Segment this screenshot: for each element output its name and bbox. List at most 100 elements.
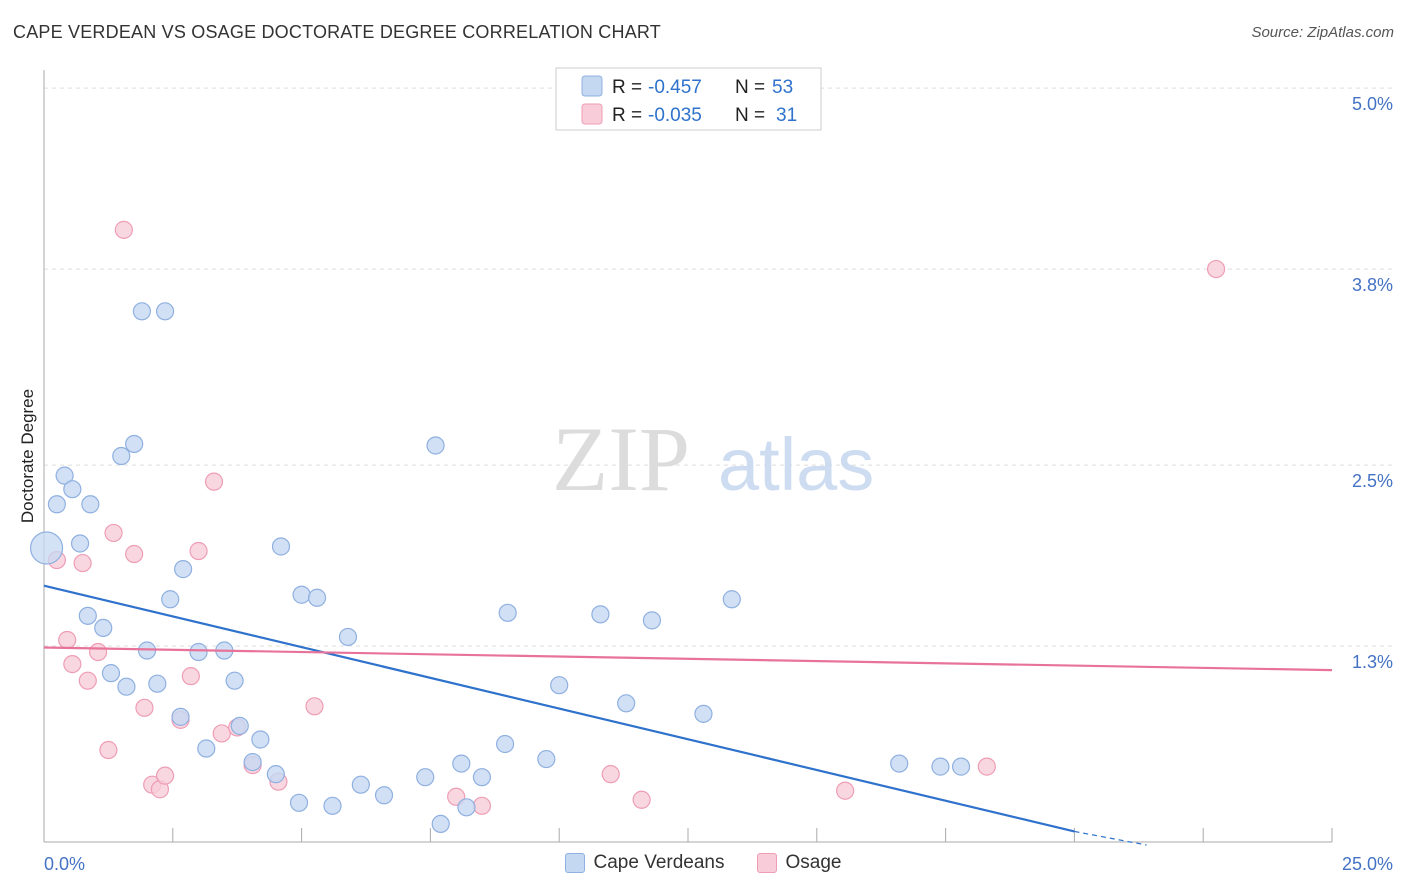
data-point-cape-verdeans [197, 739, 216, 758]
legend-r-label-1: R = [612, 77, 642, 98]
data-point-osage [99, 740, 118, 760]
legend-n-label-1: N = [735, 77, 765, 98]
data-point-cape-verdeans [890, 754, 909, 773]
legend-n-value-2: 31 [776, 105, 797, 126]
data-point-cape-verdeans [225, 671, 244, 690]
data-point-cape-verdeans [117, 677, 136, 696]
source-label: Source: ZipAtlas.com [1251, 24, 1394, 41]
series-cape-verdeans-points [29, 302, 971, 834]
legend-item-cape-verdeans: Cape Verdeans [564, 852, 725, 874]
data-point-cape-verdeans [251, 730, 270, 749]
data-point-cape-verdeans [498, 603, 517, 622]
data-point-osage [114, 220, 133, 239]
data-point-cape-verdeans [416, 768, 435, 787]
x-axis-ticks [172, 828, 1333, 842]
watermark-zip: ZIP [552, 408, 690, 510]
data-point-osage [181, 667, 200, 686]
data-point-cape-verdeans [29, 531, 64, 565]
data-point-cape-verdeans [125, 434, 144, 454]
chart-title: CAPE VERDEAN VS OSAGE DOCTORATE DEGREE C… [13, 22, 661, 42]
data-point-cape-verdeans [81, 495, 100, 514]
data-point-osage [204, 472, 224, 491]
bottom-legend: Cape Verdeans Osage [0, 852, 1406, 874]
data-point-cape-verdeans [951, 757, 971, 776]
data-point-cape-verdeans [94, 618, 113, 638]
data-point-cape-verdeans [431, 814, 450, 834]
legend-r-label-2: R = [612, 105, 642, 126]
data-point-cape-verdeans [171, 707, 190, 726]
data-point-cape-verdeans [132, 302, 151, 321]
data-point-osage [88, 642, 108, 662]
legend-n-label-2: N = [735, 105, 765, 126]
data-point-cape-verdeans [591, 605, 610, 624]
data-point-cape-verdeans [137, 641, 157, 660]
data-point-cape-verdeans [694, 704, 713, 723]
legend-n-value-1: 53 [772, 77, 793, 98]
data-point-cape-verdeans [63, 480, 82, 499]
data-point-osage [58, 630, 77, 650]
data-point-cape-verdeans [70, 534, 90, 553]
data-point-cape-verdeans [617, 694, 636, 713]
data-point-cape-verdeans [338, 627, 358, 647]
data-point-cape-verdeans [78, 606, 97, 625]
y-tick-label: 1.3% [1352, 652, 1393, 672]
watermark-atlas: atlas [718, 423, 874, 506]
data-point-osage [73, 553, 92, 573]
series-osage-points [47, 220, 1226, 815]
data-point-osage [63, 654, 82, 674]
data-point-cape-verdeans [55, 466, 74, 485]
legend-swatch-osage [756, 853, 777, 873]
legend-swatch-pink [581, 103, 603, 125]
data-point-osage [135, 698, 154, 717]
trendline-osage [43, 646, 1333, 672]
data-point-cape-verdeans [374, 786, 394, 805]
y-tick-labels: 1.3% 2.5% 3.8% 5.0% [1352, 94, 1393, 672]
data-point-osage [472, 796, 492, 815]
data-point-cape-verdeans [931, 757, 950, 776]
data-point-cape-verdeans [722, 590, 741, 609]
data-point-osage [104, 523, 123, 543]
legend-swatch-blue [581, 75, 603, 97]
data-point-cape-verdeans [266, 765, 285, 784]
data-point-osage [1206, 259, 1226, 279]
data-point-cape-verdeans [189, 642, 208, 662]
data-point-osage [305, 697, 324, 716]
data-point-cape-verdeans [101, 664, 121, 683]
legend-swatch-cape-verdeans [564, 853, 585, 873]
legend-r-value-2: -0.035 [648, 105, 702, 126]
legend-label-cape-verdeans: Cape Verdeans [593, 852, 725, 873]
legend-r-value-1: -0.457 [648, 77, 702, 98]
data-point-cape-verdeans [289, 793, 309, 812]
data-point-cape-verdeans [426, 436, 445, 455]
data-point-osage [977, 757, 996, 776]
data-point-osage [189, 541, 208, 561]
trendline-cape-verdeans [43, 584, 1075, 833]
data-point-cape-verdeans [496, 734, 515, 754]
data-point-cape-verdeans [161, 590, 180, 609]
data-point-osage [125, 544, 144, 564]
y-tick-label: 5.0% [1352, 94, 1393, 114]
data-point-cape-verdeans [457, 798, 476, 817]
legend-label-osage: Osage [785, 852, 842, 873]
data-point-osage [155, 766, 175, 785]
data-point-cape-verdeans [271, 537, 291, 556]
data-point-cape-verdeans [292, 585, 311, 604]
data-point-cape-verdeans [452, 754, 471, 773]
data-point-osage [601, 765, 620, 784]
legend-item-osage: Osage [756, 852, 842, 874]
data-point-cape-verdeans [174, 560, 193, 579]
data-point-cape-verdeans [351, 775, 370, 794]
data-point-cape-verdeans [642, 611, 662, 630]
y-axis-title: Doctorate Degree [18, 389, 37, 523]
data-point-cape-verdeans [307, 588, 327, 607]
data-point-osage [836, 781, 855, 800]
watermark: ZIP atlas [552, 408, 874, 510]
data-point-cape-verdeans [230, 716, 249, 736]
trendline-cape-verdeans-extension [1074, 830, 1147, 846]
data-point-cape-verdeans [472, 768, 492, 787]
gridlines [44, 87, 1392, 647]
data-point-osage [212, 724, 231, 743]
data-point-cape-verdeans [323, 796, 342, 815]
data-point-osage [78, 671, 97, 690]
